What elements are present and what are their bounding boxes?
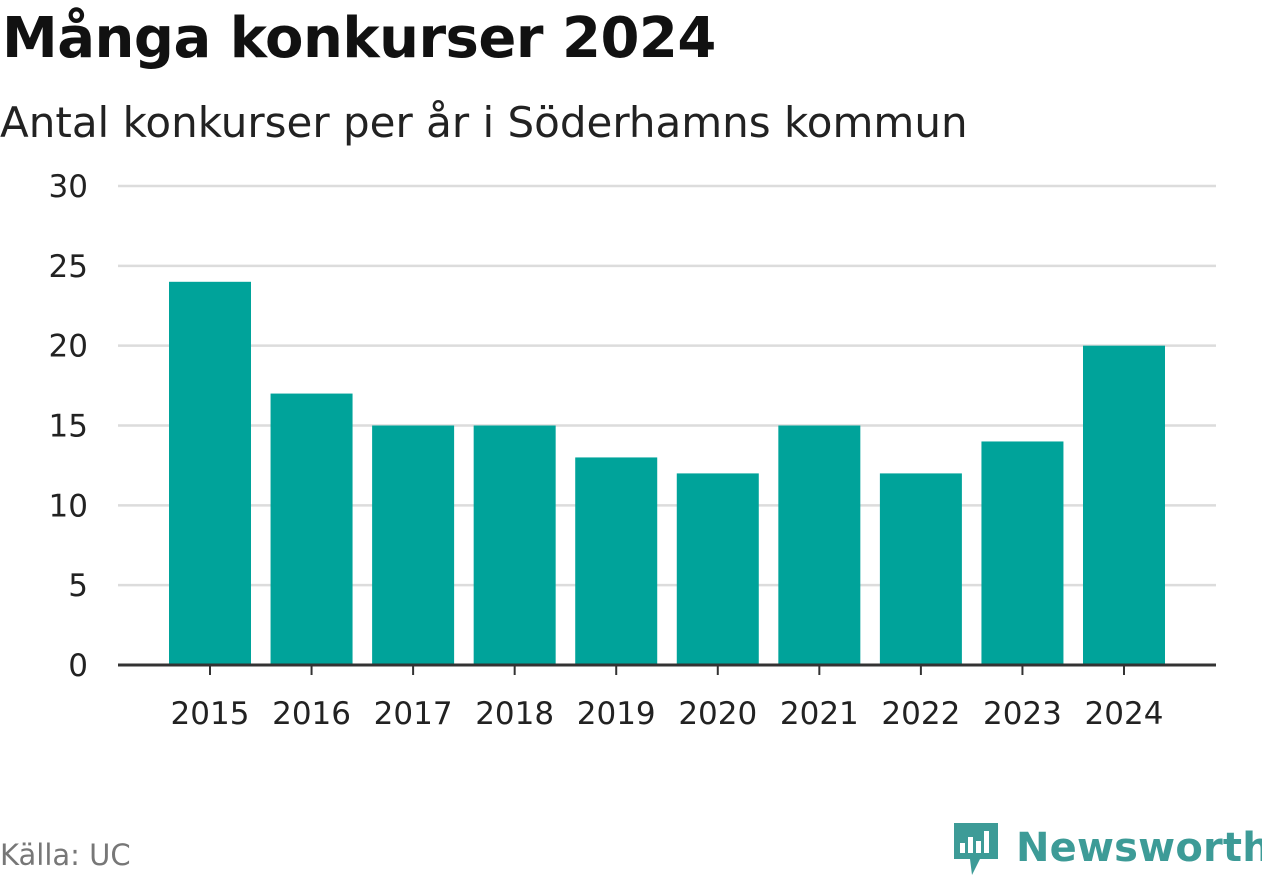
chart-title: Många konkurser 2024	[2, 6, 716, 71]
bar-2022	[879, 473, 962, 665]
bar-2023	[981, 441, 1064, 665]
x-tick-label: 2023	[983, 696, 1062, 732]
x-tick-label: 2021	[780, 696, 859, 732]
x-tick-label: 2022	[881, 696, 960, 732]
bar-2021	[778, 425, 861, 665]
brand-name: Newsworthy	[1016, 825, 1262, 871]
y-tick-label: 15	[49, 409, 88, 445]
x-tick-label: 2020	[678, 696, 757, 732]
x-axis	[118, 663, 1216, 675]
x-tick-label: 2024	[1085, 696, 1164, 732]
x-tick-labels: 2015 2016 2017 2018 2019 2020 2021 2022 2023 2024	[171, 696, 1164, 732]
source-note: Källa: UC	[0, 838, 131, 872]
chart-subtitle: Antal konkurser per år i Söderhamns komm…	[0, 98, 968, 147]
y-tick-label: 20	[49, 329, 88, 365]
x-tick-label: 2019	[577, 696, 656, 732]
bar-chart: 0 5 10 15 20 25 30 2015 2016 2017 2018 2019 2020 202…	[49, 169, 1216, 732]
y-tick-label: 30	[49, 169, 88, 205]
y-tick-label: 5	[68, 568, 88, 604]
bar-2019	[575, 457, 658, 665]
y-tick-label: 25	[49, 249, 88, 285]
bars	[169, 281, 1165, 665]
newsworthy-brand: Newsworthy	[950, 818, 1262, 878]
bar-2015	[169, 281, 251, 665]
x-tick-label: 2016	[272, 696, 351, 732]
bar-2020	[676, 473, 759, 665]
newsworthy-bar-chart-icon	[954, 823, 998, 875]
y-tick-label: 10	[49, 488, 88, 524]
bar-2024	[1083, 345, 1165, 665]
y-tick-labels: 0 5 10 15 20 25 30	[49, 169, 88, 684]
x-tick-label: 2015	[171, 696, 250, 732]
x-tick-label: 2018	[475, 696, 554, 732]
bar-2017	[372, 425, 455, 665]
bar-2016	[270, 393, 353, 665]
bar-2018	[473, 425, 556, 665]
y-tick-label: 0	[68, 648, 88, 684]
x-tick-label: 2017	[374, 696, 453, 732]
